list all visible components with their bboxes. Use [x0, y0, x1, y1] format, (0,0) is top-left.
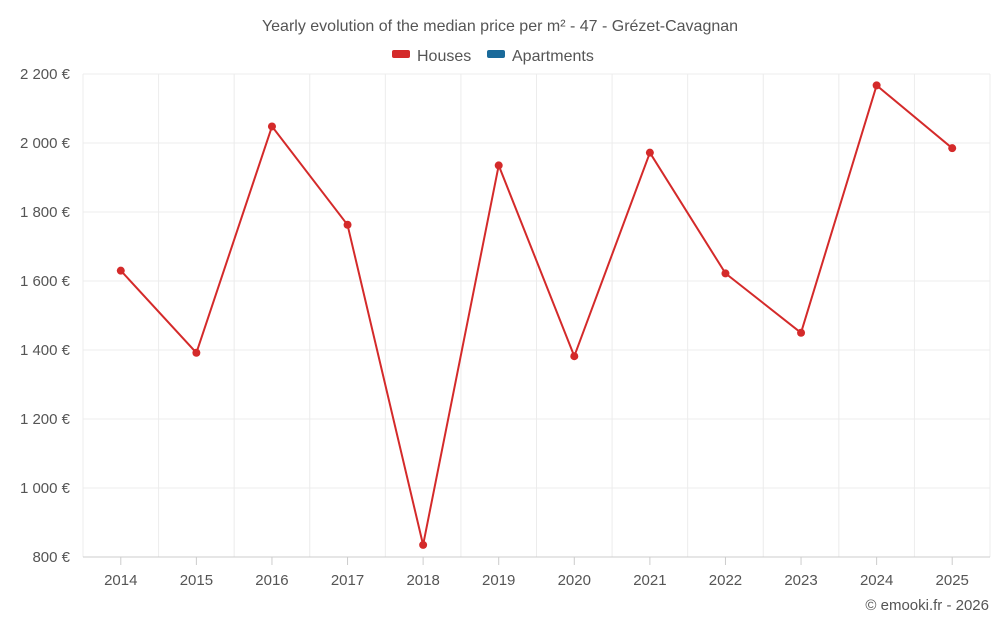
- data-point-houses-2024[interactable]: [872, 81, 881, 90]
- legend-item-apartments[interactable]: Apartments: [487, 48, 594, 65]
- legend-swatch-houses: [392, 50, 410, 58]
- y-tick-label: 2 000 €: [20, 135, 71, 152]
- data-point-houses-2020[interactable]: [570, 352, 579, 361]
- legend: Houses Apartments: [392, 48, 594, 65]
- y-tick-label: 1 000 €: [20, 480, 71, 497]
- credit-text: © emooki.fr - 2026: [865, 597, 989, 614]
- x-tick-label: 2024: [860, 572, 893, 589]
- x-axis-ticks: 2014 2015 2016 2017 2018 2019 2020 2021 2022 2023…: [104, 557, 969, 589]
- y-tick-label: 1 800 €: [20, 204, 71, 221]
- legend-label-apartments: Apartments: [512, 48, 594, 65]
- x-tick-label: 2023: [784, 572, 817, 589]
- series-line-houses: [120, 84, 953, 546]
- y-tick-label: 800 €: [32, 549, 70, 566]
- series-layer: [116, 81, 957, 549]
- data-point-houses-2015[interactable]: [192, 348, 201, 357]
- data-point-houses-2021[interactable]: [645, 148, 654, 157]
- legend-label-houses: Houses: [417, 48, 471, 65]
- chart-title: Yearly evolution of the median price per…: [262, 18, 738, 35]
- legend-item-houses[interactable]: Houses: [392, 48, 471, 65]
- y-tick-label: 1 200 €: [20, 411, 71, 428]
- legend-swatch-apartments: [487, 50, 505, 58]
- x-tick-label: 2018: [406, 572, 439, 589]
- x-gridlines: [82, 74, 991, 557]
- y-axis-ticks: 800 € 1 000 € 1 200 € 1 400 € 1 600 € 1 800 €…: [20, 66, 71, 566]
- x-tick-label: 2017: [331, 572, 364, 589]
- x-tick-label: 2020: [558, 572, 591, 589]
- data-point-houses-2014[interactable]: [116, 266, 125, 275]
- x-tick-label: 2014: [104, 572, 137, 589]
- x-tick-label: 2022: [709, 572, 742, 589]
- data-point-houses-2018[interactable]: [419, 540, 428, 549]
- x-tick-label: 2016: [255, 572, 288, 589]
- data-point-houses-2025[interactable]: [948, 144, 957, 153]
- data-point-houses-2016[interactable]: [267, 122, 276, 131]
- x-tick-label: 2025: [936, 572, 969, 589]
- x-tick-label: 2019: [482, 572, 515, 589]
- data-point-houses-2023[interactable]: [797, 328, 806, 337]
- x-tick-label: 2021: [633, 572, 666, 589]
- data-point-houses-2017[interactable]: [343, 220, 352, 229]
- y-tick-label: 1 600 €: [20, 273, 71, 290]
- x-tick-label: 2015: [180, 572, 213, 589]
- data-point-houses-2022[interactable]: [721, 269, 730, 278]
- y-tick-label: 1 400 €: [20, 342, 71, 359]
- y-tick-label: 2 200 €: [20, 66, 71, 83]
- data-point-houses-2019[interactable]: [494, 161, 503, 170]
